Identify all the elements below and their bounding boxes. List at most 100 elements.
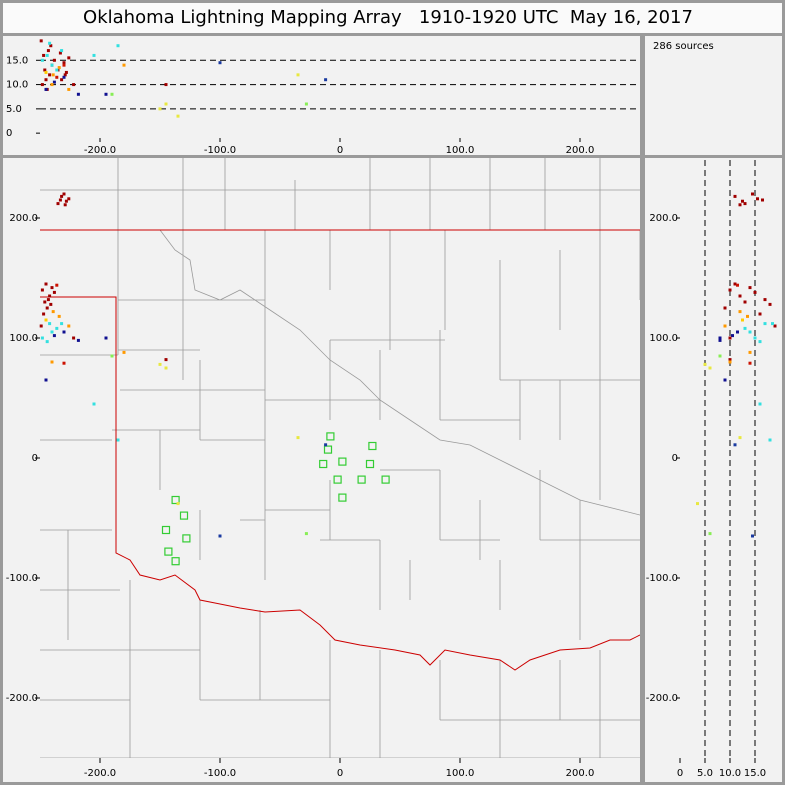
map-lines xyxy=(40,158,640,758)
source-altitude-y xyxy=(738,436,742,440)
source xyxy=(116,438,120,442)
top-y-tick-label: 10.0 xyxy=(6,80,28,91)
source-altitude-x xyxy=(55,75,59,79)
side-y-tick-label: -100.0 xyxy=(646,573,678,584)
y-tick-label: 100.0 xyxy=(9,333,38,344)
source-altitude-x xyxy=(44,87,48,91)
source xyxy=(44,282,48,286)
station xyxy=(365,459,375,469)
source-altitude-y xyxy=(756,197,759,201)
side-y-tick-label: -200.0 xyxy=(646,693,678,704)
source xyxy=(50,360,54,364)
source-altitude-x xyxy=(122,63,126,67)
source-altitude-x xyxy=(48,41,52,45)
source-altitude-x xyxy=(72,83,76,87)
source xyxy=(45,306,49,310)
source-altitude-y xyxy=(723,378,727,382)
source-altitude-y xyxy=(718,354,722,358)
source-altitude-x xyxy=(62,63,66,67)
source xyxy=(42,312,46,316)
x-tick-label: 0 xyxy=(337,768,343,779)
source-altitude-y xyxy=(751,192,754,196)
source-altitude-y xyxy=(773,324,777,328)
source-altitude-y xyxy=(736,283,739,287)
source xyxy=(60,194,64,198)
source-altitude-x xyxy=(218,61,222,65)
side-x-tick-label: 15.0 xyxy=(744,768,766,779)
top-y-tick-label: 0 xyxy=(6,128,12,139)
source-altitude-y xyxy=(733,443,737,447)
top-x-tick-label: -200.0 xyxy=(84,145,116,156)
station xyxy=(182,534,191,543)
source-altitude-y xyxy=(728,288,732,292)
map-panel xyxy=(3,158,640,782)
source-altitude-x xyxy=(52,58,56,62)
source-altitude-x xyxy=(304,102,308,106)
top-y-tick-label: 15.0 xyxy=(6,55,28,66)
source-altitude-y xyxy=(743,300,747,304)
source-altitude-y xyxy=(703,362,707,366)
source-altitude-x xyxy=(76,92,80,96)
y-tick-label: 200.0 xyxy=(9,213,38,224)
source-altitude-y xyxy=(748,330,752,334)
source xyxy=(72,336,76,340)
source-altitude-y xyxy=(696,502,699,506)
source-altitude-x xyxy=(64,70,68,74)
source-altitude-x xyxy=(67,87,71,91)
count-panel xyxy=(645,36,782,155)
source-altitude-x xyxy=(52,80,56,84)
source xyxy=(55,326,59,330)
station xyxy=(164,547,173,556)
y-tick-label: 0 xyxy=(32,453,38,464)
source xyxy=(110,354,114,358)
top-x-tick-label: 100.0 xyxy=(446,145,475,156)
source xyxy=(50,286,54,290)
station xyxy=(171,557,180,566)
source-altitude-y xyxy=(748,350,752,354)
station xyxy=(338,493,347,502)
source-altitude-y xyxy=(743,202,747,206)
source-altitude-y xyxy=(741,199,744,203)
source-altitude-x xyxy=(164,83,168,87)
source-altitude-y xyxy=(723,306,727,310)
source-altitude-x xyxy=(50,63,54,67)
source-altitude-x xyxy=(44,70,48,74)
station xyxy=(319,459,328,469)
source-altitude-y xyxy=(771,322,774,326)
source-altitude-x xyxy=(40,83,44,87)
source-altitude-x xyxy=(324,78,328,82)
source xyxy=(164,358,168,362)
source-altitude-y xyxy=(728,336,732,340)
station xyxy=(333,475,342,484)
source xyxy=(44,318,48,322)
source-altitude-y xyxy=(753,336,757,340)
source-altitude-y xyxy=(741,318,744,322)
x-tick-label: -100.0 xyxy=(204,768,236,779)
source-altitude-y xyxy=(738,310,742,314)
source xyxy=(44,378,48,382)
top-x-tick-label: 200.0 xyxy=(566,145,595,156)
source xyxy=(76,338,80,342)
source-altitude-y xyxy=(748,361,752,365)
source-altitude-x xyxy=(57,66,61,70)
source xyxy=(57,314,61,318)
source-altitude-y xyxy=(758,402,762,406)
source-altitude-x xyxy=(45,53,49,57)
source-altitude-y xyxy=(758,312,762,316)
station xyxy=(368,441,377,451)
source xyxy=(58,198,62,202)
source-altitude-y xyxy=(718,338,722,342)
source-altitude-x xyxy=(46,49,50,53)
top-panel xyxy=(3,36,640,155)
source xyxy=(49,302,53,306)
source-altitude-y xyxy=(758,340,762,344)
side-y-tick-label: 200.0 xyxy=(649,213,678,224)
top-x-tick-label: 0 xyxy=(337,145,343,156)
side-x-tick-label: 0 xyxy=(677,768,683,779)
source-count: 286 sources xyxy=(653,41,714,52)
source-altitude-x xyxy=(296,73,300,77)
source xyxy=(62,330,66,334)
source-altitude-x xyxy=(164,102,168,106)
source xyxy=(60,322,64,326)
